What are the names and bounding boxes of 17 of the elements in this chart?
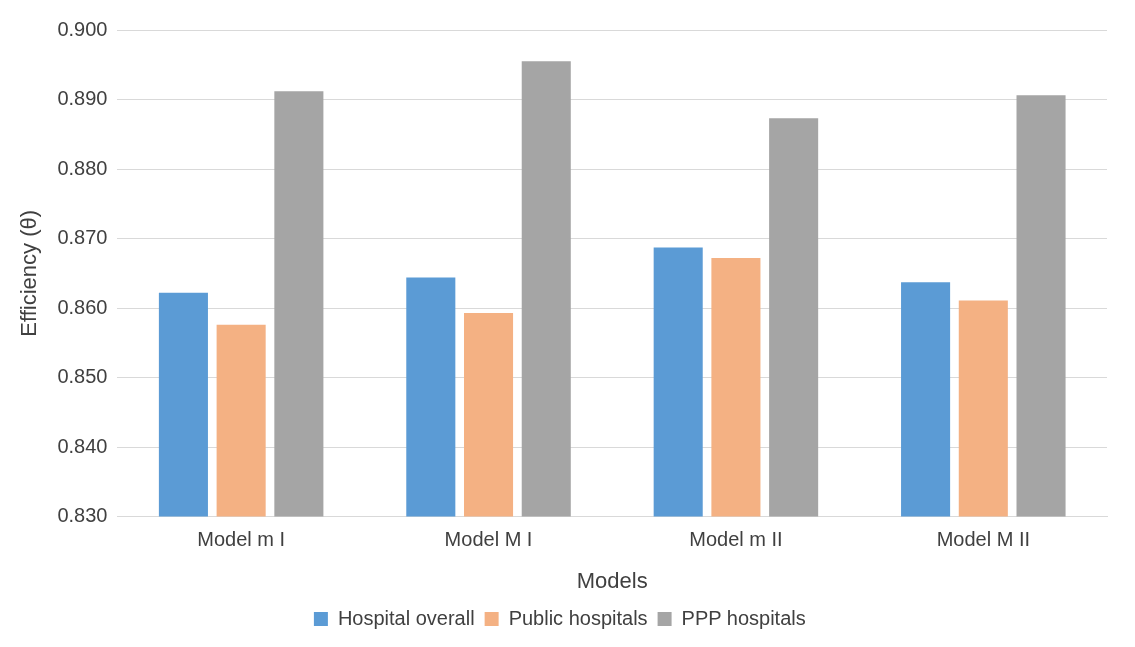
legend-label: Public hospitals	[508, 606, 648, 629]
y-tick-label: 0.900	[57, 17, 108, 40]
y-axis-title: Efficiency (θ)	[16, 209, 42, 337]
y-tick-label: 0.870	[57, 226, 108, 249]
y-tick-label: 0.850	[57, 365, 108, 388]
x-tick-label: Model m I	[197, 528, 286, 551]
legend-label: PPP hospitals	[681, 606, 806, 629]
x-axis-title: Models	[576, 567, 648, 593]
y-tick-label: 0.890	[57, 87, 108, 110]
x-tick-label: Model M I	[444, 528, 533, 551]
y-tick-label: 0.880	[57, 156, 108, 179]
x-tick-label: Model m II	[689, 528, 783, 551]
y-tick-label: 0.830	[57, 504, 108, 527]
x-tick-label: Model M II	[936, 528, 1030, 551]
y-tick-label: 0.860	[57, 295, 108, 318]
legend-label: Hospital overall	[337, 606, 475, 629]
y-tick-label: 0.840	[57, 434, 108, 457]
